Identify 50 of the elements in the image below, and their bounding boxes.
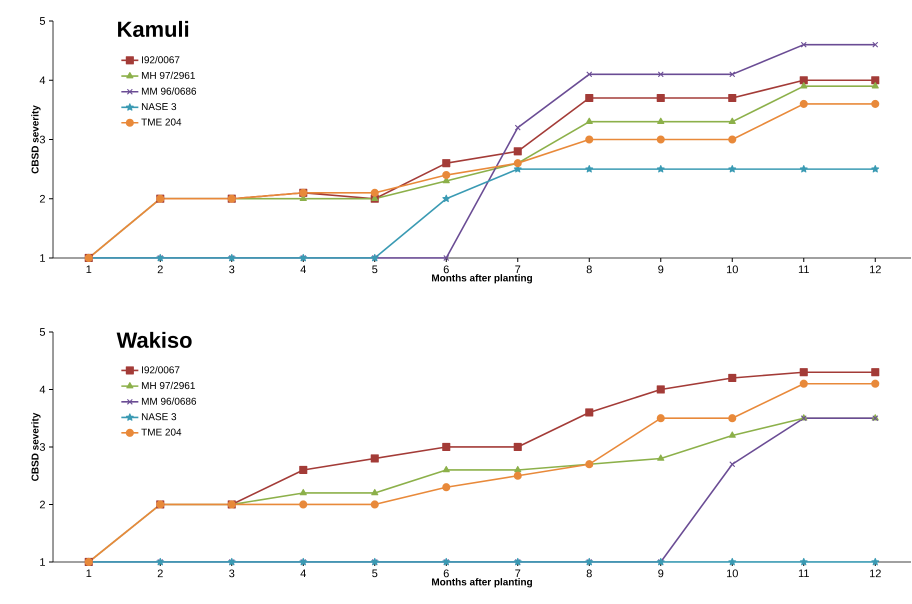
- chart-title: Kamuli: [118, 20, 188, 37]
- x-tick-label: 8: [586, 570, 592, 578]
- y-tick-label: 2: [40, 194, 45, 203]
- y-tick-label: 3: [40, 136, 46, 144]
- x-tick-label: 1: [86, 570, 92, 578]
- legend-label: I92/0067: [142, 366, 180, 374]
- x-tick-label: 7: [515, 266, 520, 274]
- chart-title: Wakiso: [116, 332, 192, 348]
- legend-label: NASE 3: [142, 413, 176, 420]
- y-tick-label: 5: [40, 328, 46, 336]
- y-tick-label: 1: [40, 558, 45, 566]
- legend-label: MH 97/2961: [142, 382, 195, 390]
- x-tick-label: 5: [372, 570, 378, 578]
- y-tick-label: 4: [40, 386, 46, 394]
- x-tick-label: 1: [86, 266, 92, 274]
- legend-label: MH 97/2961: [142, 72, 195, 79]
- x-tick-label: 8: [586, 266, 592, 274]
- y-tick-label: 2: [40, 500, 45, 508]
- x-tick-label: 12: [870, 266, 881, 274]
- x-tick-label: 5: [372, 266, 378, 274]
- legend-label: MM 96/0686: [142, 87, 196, 95]
- x-tick-label: 10: [726, 266, 738, 274]
- x-tick-label: 4: [300, 266, 306, 274]
- legend-label: TME 204: [141, 428, 182, 436]
- legend-label: I92/0067: [142, 56, 180, 64]
- x-tick-label: 11: [798, 570, 809, 578]
- x-axis-title: Months after planting: [432, 578, 532, 588]
- legend-label: NASE 3: [142, 103, 176, 110]
- x-tick-label: 9: [658, 570, 664, 578]
- x-tick-label: 3: [229, 570, 234, 578]
- x-tick-label: 4: [300, 570, 306, 578]
- x-tick-label: 12: [870, 570, 881, 578]
- x-tick-label: 3: [229, 266, 234, 274]
- x-tick-label: 10: [726, 570, 738, 578]
- y-axis-title: CBSD severity: [31, 412, 41, 481]
- legend-label: TME 204: [141, 118, 182, 126]
- y-tick-label: 3: [40, 443, 46, 451]
- x-axis-title: Months after planting: [432, 274, 532, 284]
- x-tick-label: 6: [444, 570, 449, 578]
- x-tick-label: 2: [158, 266, 163, 274]
- y-tick-label: 5: [40, 17, 46, 25]
- x-tick-label: 9: [658, 266, 664, 274]
- x-tick-label: 7: [515, 570, 520, 578]
- legend-label: MM 96/0686: [142, 397, 196, 405]
- x-tick-label: 6: [444, 266, 449, 274]
- y-tick-label: 4: [40, 76, 46, 84]
- x-tick-label: 2: [158, 570, 163, 578]
- y-axis-title: CBSD severity: [31, 105, 41, 174]
- y-tick-label: 1: [40, 254, 45, 262]
- x-tick-label: 11: [798, 266, 809, 274]
